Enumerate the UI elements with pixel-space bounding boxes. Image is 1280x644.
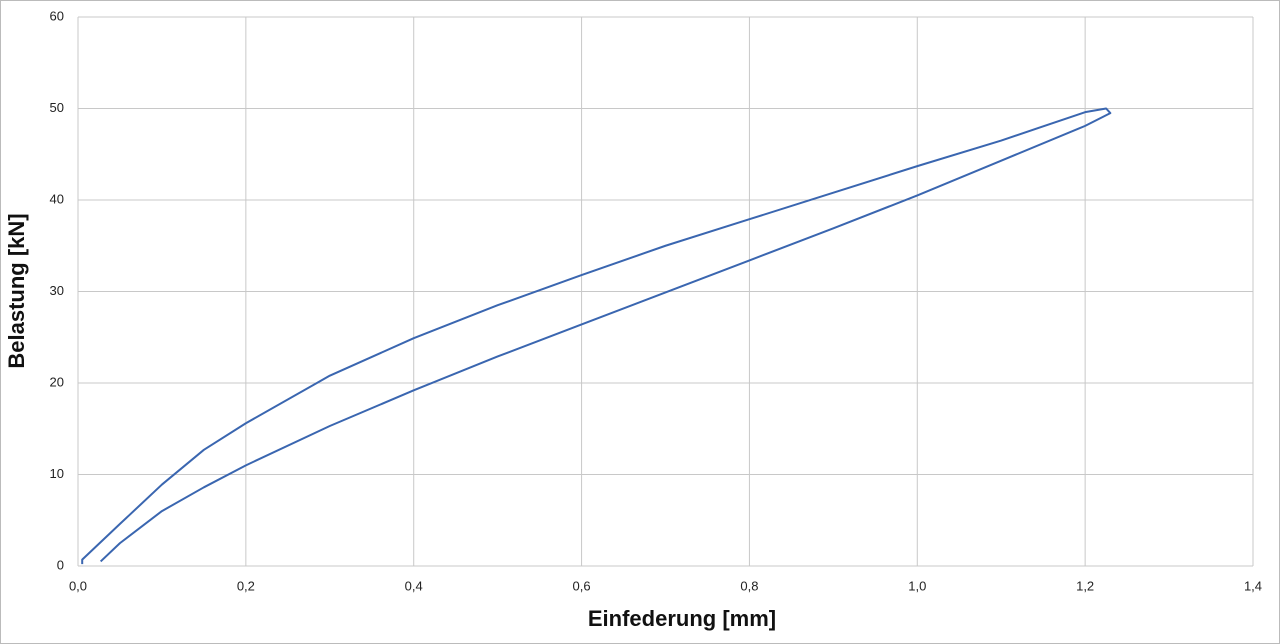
x-tick-label: 1,4	[1244, 578, 1262, 593]
x-tick-label: 0,4	[405, 578, 423, 593]
x-tick-label: 0,8	[740, 578, 758, 593]
x-tick-label: 0,2	[237, 578, 255, 593]
y-tick-label: 60	[50, 8, 64, 23]
x-axis-title: Einfederung [mm]	[588, 606, 776, 631]
x-tick-label: 0,6	[573, 578, 591, 593]
x-tick-label: 1,0	[908, 578, 926, 593]
y-tick-label: 50	[50, 100, 64, 115]
y-tick-label: 40	[50, 191, 64, 206]
y-tick-label: 0	[57, 557, 64, 572]
x-tick-label: 1,2	[1076, 578, 1094, 593]
y-tick-label: 10	[50, 466, 64, 481]
series-line	[81, 107, 1112, 565]
y-axis-title: Belastung [kN]	[4, 213, 29, 368]
y-tick-label: 30	[50, 283, 64, 298]
y-tick-label: 20	[50, 374, 64, 389]
x-tick-label: 0,0	[69, 578, 87, 593]
